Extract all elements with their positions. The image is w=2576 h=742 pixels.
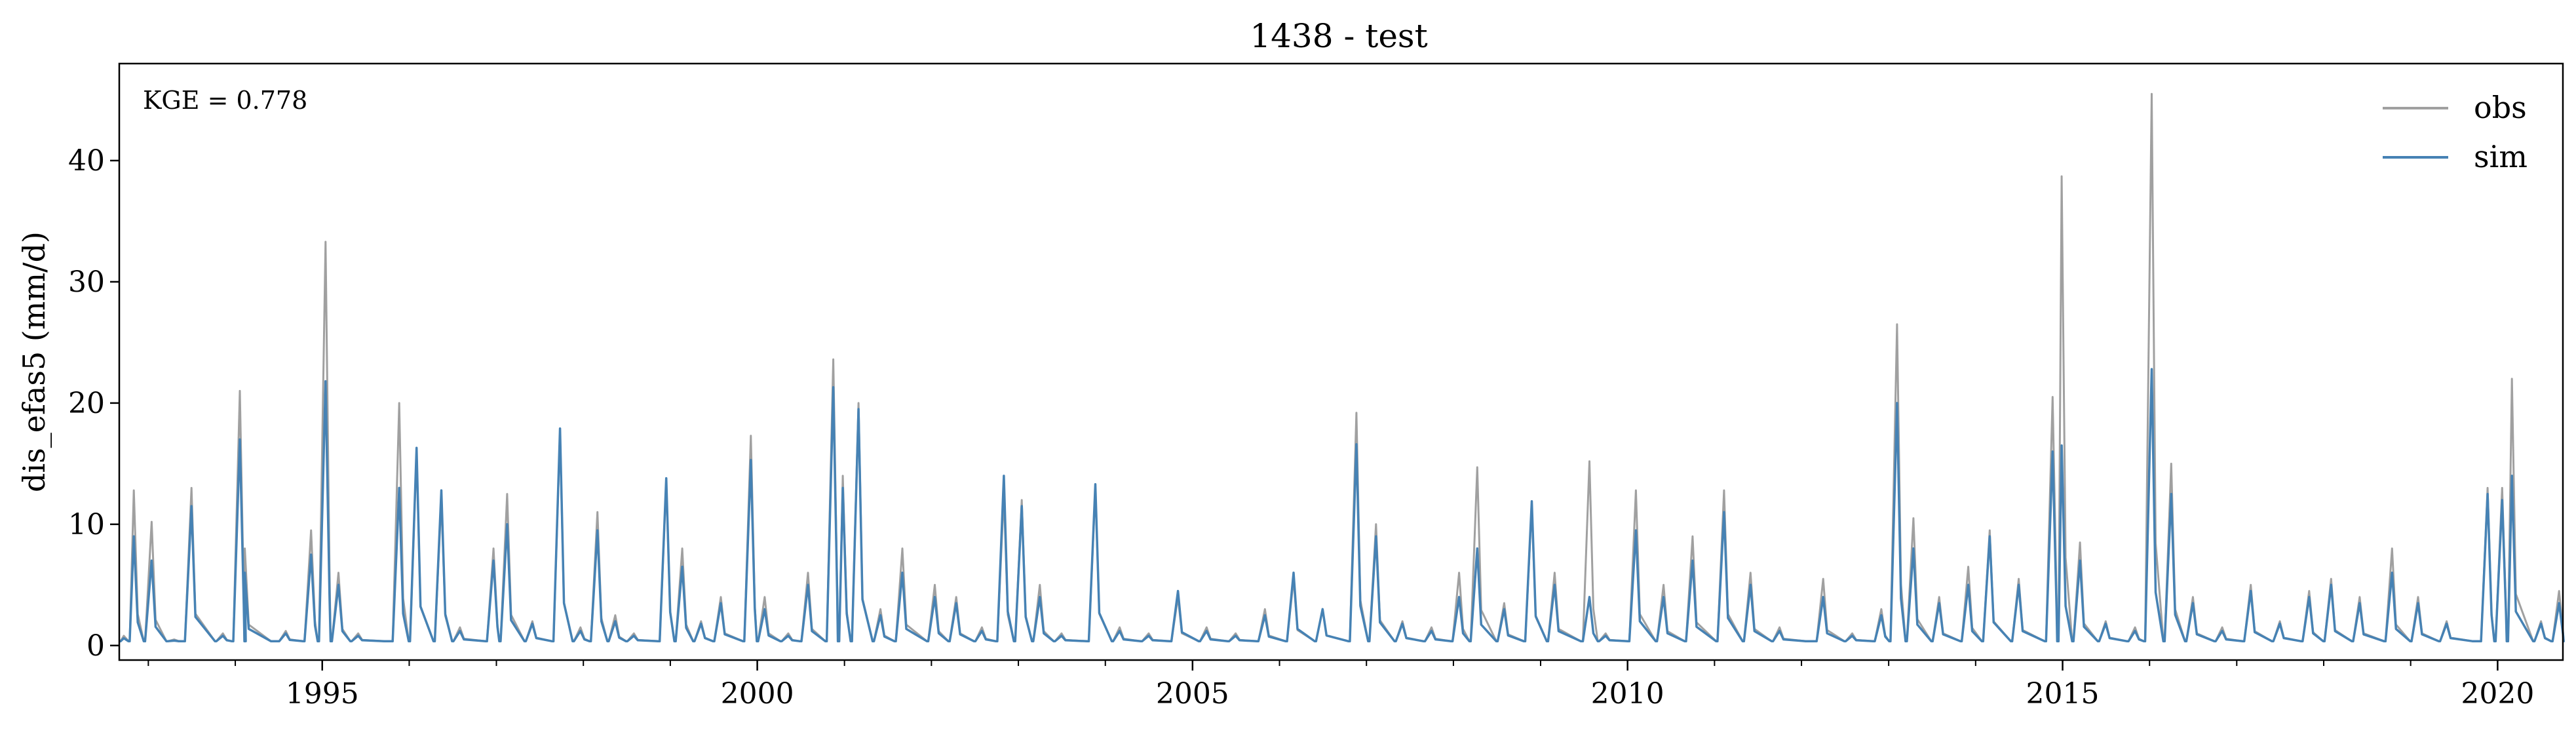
y-tick-label: 20 — [68, 387, 105, 420]
legend-label-obs: obs — [2474, 90, 2527, 125]
x-tick-label: 2015 — [2026, 677, 2100, 711]
y-tick-label: 10 — [68, 508, 105, 541]
y-axis: 0 10 20 30 40 — [68, 144, 119, 663]
series-lines — [119, 92, 2565, 643]
x-tick-label: 2000 — [721, 677, 794, 711]
chart-title: 1438 - test — [1250, 17, 1427, 55]
y-tick-label: 0 — [87, 629, 105, 663]
x-tick-label: 2010 — [1591, 677, 1664, 711]
kge-annotation: KGE = 0.778 — [143, 86, 307, 115]
y-axis-label: dis_efas5 (mm/d) — [16, 231, 52, 492]
series-line-obs — [119, 92, 2565, 642]
x-tick-label: 1995 — [286, 677, 359, 711]
legend: obs sim — [2383, 90, 2528, 174]
x-tick-label: 2005 — [1156, 677, 1229, 711]
y-tick-label: 40 — [68, 144, 105, 178]
plot-frame — [118, 62, 2564, 661]
x-tick-label: 2020 — [2461, 677, 2534, 711]
x-axis: 1995 2000 2005 2010 2015 2020 — [147, 660, 2534, 711]
series-line-sim — [119, 368, 2565, 643]
y-tick-label: 30 — [68, 265, 105, 299]
legend-label-sim: sim — [2474, 139, 2528, 174]
